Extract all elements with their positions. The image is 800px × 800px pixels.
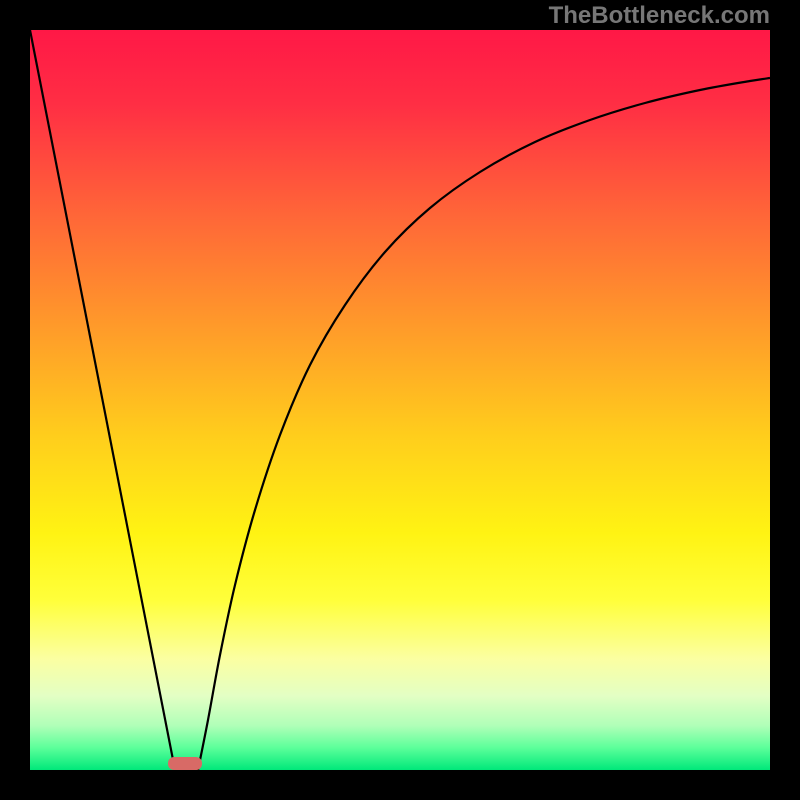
optimal-marker <box>168 757 202 770</box>
watermark-text: TheBottleneck.com <box>549 2 770 30</box>
right-curve-line <box>198 78 770 770</box>
chart-container: TheBottleneck.com <box>0 0 800 800</box>
plot-area <box>30 30 770 770</box>
curves-overlay <box>30 30 770 770</box>
left-curve-line <box>30 30 175 770</box>
